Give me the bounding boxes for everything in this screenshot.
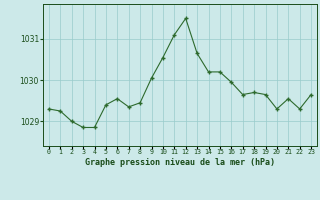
X-axis label: Graphe pression niveau de la mer (hPa): Graphe pression niveau de la mer (hPa) <box>85 158 275 167</box>
